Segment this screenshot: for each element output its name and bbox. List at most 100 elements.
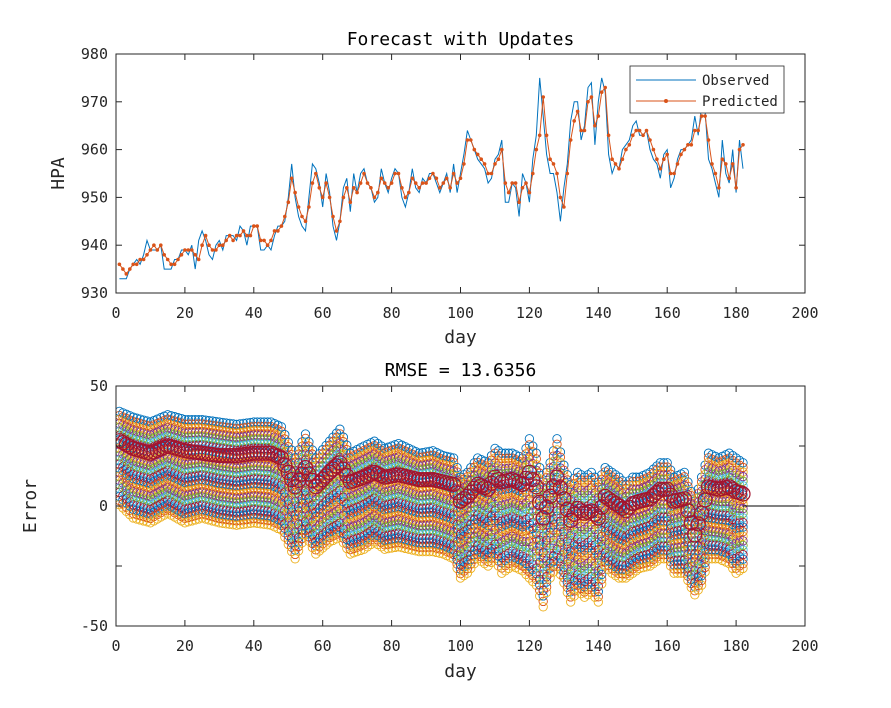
predicted-point: [686, 143, 690, 147]
error-point: [204, 515, 214, 525]
predicted-point: [252, 224, 256, 228]
predicted-point: [279, 224, 284, 228]
predicted-point: [386, 186, 391, 190]
predicted-point: [724, 162, 728, 166]
y-tick-label: 970: [81, 93, 108, 111]
error-point: [283, 437, 293, 448]
legend-predicted-marker: [664, 99, 668, 103]
predicted-point: [403, 195, 408, 200]
predicted-point: [462, 162, 466, 166]
forecast-chart-title: Forecast with Updates: [347, 29, 575, 50]
predicted-point: [451, 171, 456, 176]
predicted-point: [703, 114, 707, 118]
x-tick-label: 120: [516, 304, 543, 322]
error-point: [128, 508, 138, 519]
error-point: [142, 517, 152, 527]
predicted-point: [396, 171, 401, 176]
error-chart-title: RMSE = 13.6356: [385, 360, 537, 381]
predicted-point: [741, 143, 745, 147]
predicted-point: [527, 190, 532, 195]
predicted-point: [320, 195, 325, 200]
predicted-point: [296, 205, 301, 209]
predicted-point: [155, 248, 160, 252]
predicted-point: [730, 162, 735, 166]
predicted-point: [500, 147, 504, 152]
predicted-point: [668, 171, 673, 176]
error-point: [121, 506, 131, 516]
error-point: [204, 510, 214, 521]
predicted-point: [258, 238, 263, 243]
error-chart: 0 20 40 60 80 100 120 140 160 180 200 -5…: [20, 360, 819, 682]
predicted-point: [176, 257, 180, 262]
x-tick-label: 140: [585, 637, 612, 655]
predicted-point: [572, 119, 576, 123]
predicted-point: [307, 205, 311, 209]
predicted-point: [613, 162, 618, 166]
predicted-point: [489, 171, 494, 176]
x-tick-label: 40: [245, 304, 263, 322]
forecast-y-tick-labels: 930 940 950 960 970 980: [81, 45, 108, 302]
predicted-point: [713, 171, 718, 176]
predicted-point: [448, 186, 453, 190]
predicted-point: [493, 162, 497, 166]
error-point: [116, 495, 125, 506]
predicted-point: [575, 109, 580, 114]
predicted-point: [293, 190, 297, 195]
error-point: [194, 509, 204, 520]
predicted-point: [696, 128, 700, 133]
predicted-point: [121, 267, 125, 271]
predicted-point: [186, 248, 191, 252]
predicted-point: [162, 253, 166, 257]
predicted-point: [269, 238, 273, 243]
predicted-point: [644, 128, 649, 133]
error-point: [297, 538, 307, 548]
error-point: [183, 512, 193, 523]
error-point: [338, 432, 349, 442]
predicted-point: [710, 162, 714, 166]
x-tick-label: 180: [723, 637, 750, 655]
predicted-point: [190, 248, 194, 252]
error-point: [183, 490, 193, 500]
predicted-point: [365, 181, 370, 185]
predicted-point: [558, 195, 563, 200]
predicted-point: [658, 166, 663, 171]
predicted-point: [276, 229, 280, 233]
y-tick-label: 0: [99, 497, 108, 515]
error-point: [200, 510, 211, 520]
error-y-tick-labels: -50 0 50: [81, 377, 108, 635]
predicted-point: [665, 152, 669, 157]
predicted-point: [303, 219, 308, 224]
y-tick-label: 950: [81, 188, 108, 206]
predicted-point: [469, 138, 473, 142]
predicted-point: [424, 181, 428, 185]
x-tick-label: 40: [245, 637, 263, 655]
predicted-point: [531, 171, 535, 176]
error-point: [183, 517, 193, 527]
forecast-legend: Observed Predicted: [629, 65, 785, 114]
x-tick-label: 80: [383, 304, 401, 322]
predicted-point: [565, 171, 570, 176]
forecast-x-axis-label: day: [444, 327, 477, 348]
error-point: [211, 517, 221, 527]
error-point: [197, 513, 207, 523]
predicted-point: [351, 186, 356, 190]
predicted-point: [479, 157, 484, 161]
error-point: [118, 499, 128, 509]
error-point: [197, 509, 207, 519]
predicted-point: [324, 181, 328, 185]
error-point: [280, 438, 290, 449]
x-tick-label: 0: [111, 637, 120, 655]
error-y-axis-label: Error: [20, 479, 41, 533]
predicted-point: [627, 143, 632, 147]
predicted-point: [338, 219, 342, 224]
error-point: [132, 514, 142, 524]
predicted-point: [689, 143, 694, 147]
predicted-point: [265, 243, 270, 247]
predicted-point: [148, 248, 153, 252]
error-point: [116, 499, 125, 510]
predicted-point: [634, 128, 638, 133]
error-point: [187, 511, 197, 522]
x-tick-label: 20: [176, 304, 194, 322]
error-point: [293, 546, 304, 556]
error-point: [128, 513, 138, 523]
